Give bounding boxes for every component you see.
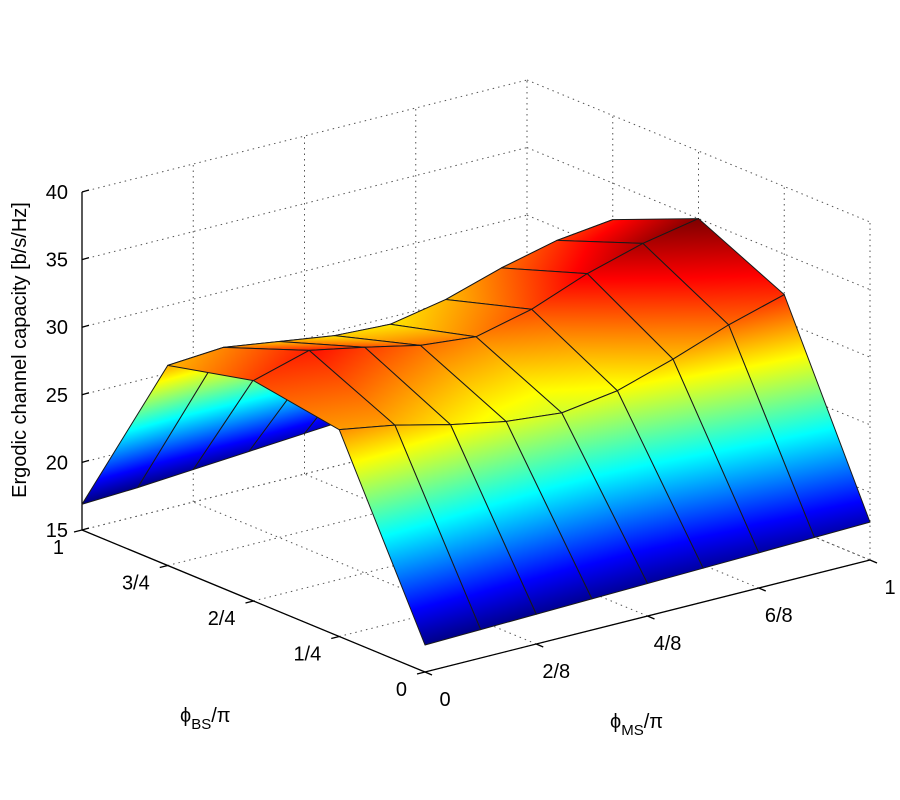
y-axis-label: ϕBS/π xyxy=(180,705,231,733)
z-tick-label: 20 xyxy=(46,452,68,474)
z-tick-label: 40 xyxy=(46,182,68,204)
x-tick xyxy=(535,643,544,648)
z-tick-label: 25 xyxy=(46,385,68,407)
x-label-symbol: ϕ xyxy=(610,711,621,733)
z-tick-label: 35 xyxy=(46,250,68,272)
y-tick-label: 1 xyxy=(53,537,64,559)
z-tick xyxy=(81,392,90,396)
y-tick-label: 0 xyxy=(396,679,407,701)
grid-line xyxy=(526,79,871,223)
y-tick xyxy=(331,635,340,640)
z-tick xyxy=(81,459,90,464)
x-tick-label: 0 xyxy=(439,689,450,711)
y-tick xyxy=(73,529,83,533)
x-label-rest: /π xyxy=(644,711,663,733)
y-tick-label: 2/4 xyxy=(208,608,236,630)
y-label-subscript: BS xyxy=(191,716,211,733)
z-tick xyxy=(81,527,90,531)
x-tick xyxy=(424,671,433,676)
x-tick xyxy=(647,615,655,620)
z-tick xyxy=(81,256,90,261)
x-tick-label: 6/8 xyxy=(765,605,793,627)
surface-patch xyxy=(338,424,482,646)
y-tick-label: 1/4 xyxy=(293,644,321,666)
z-axis-label: Ergodic channel capacity [b/s/Hz] xyxy=(9,202,31,498)
x-tick xyxy=(869,559,878,564)
y-tick xyxy=(245,600,254,604)
y-tick xyxy=(159,564,168,569)
x-tick xyxy=(758,587,767,592)
y-tick xyxy=(416,671,426,675)
x-tick-label: 4/8 xyxy=(654,633,682,655)
z-tick xyxy=(81,324,90,328)
x-tick-label: 1 xyxy=(884,577,895,599)
y-label-symbol: ϕ xyxy=(180,705,191,727)
x-axis-label: ϕMS/π xyxy=(610,711,663,739)
x-tick-label: 2/8 xyxy=(542,661,570,683)
y-label-rest: /π xyxy=(211,705,230,727)
z-tick-label: 15 xyxy=(46,520,68,542)
z-tick-label: 30 xyxy=(46,317,68,339)
y-tick-label: 3/4 xyxy=(122,573,150,595)
z-tick xyxy=(81,189,90,193)
x-label-subscript: MS xyxy=(621,722,644,739)
surface xyxy=(81,218,871,646)
grid-line xyxy=(526,147,871,291)
